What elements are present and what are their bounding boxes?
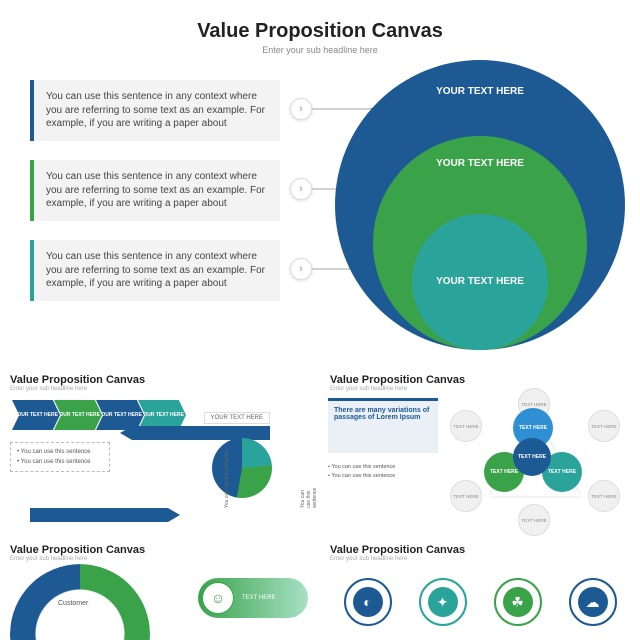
hero-slide: Value Proposition Canvas Enter your sub …	[0, 0, 640, 360]
bubble: ✦	[419, 578, 467, 626]
thumb-1-title: Value Proposition Canvas	[10, 374, 310, 386]
thumb-2-bullets: • You can use this sentence • You can us…	[328, 463, 395, 481]
pill-label: ☺ TEXT HERE	[198, 578, 308, 618]
side-text-2: You can use this sentence	[300, 488, 318, 508]
satellite: TEXT HERE	[450, 410, 482, 442]
thumb-2: Value Proposition Canvas Enter your sub …	[320, 368, 640, 538]
donut-center-label: Customer	[58, 600, 88, 607]
pie-title: YOUR TEXT HERE	[204, 412, 270, 424]
bubble-icon: ◐	[353, 587, 383, 617]
big-arrow-right	[30, 508, 180, 522]
concentric-circles: YOUR TEXT HERE YOUR TEXT HERE YOUR TEXT …	[335, 60, 625, 350]
thumb-3-sub: Enter your sub headline here	[10, 556, 310, 562]
chevron-3: YOUR TEXT HERE	[96, 400, 144, 430]
thumb-2-title: Value Proposition Canvas	[330, 374, 630, 386]
text-box-2: You can use this sentence in any context…	[30, 160, 280, 221]
text-box-1-text: You can use this sentence in any context…	[46, 91, 265, 129]
hero-subtitle: Enter your sub headline here	[0, 45, 640, 55]
blob: TEXT HERE	[513, 438, 551, 476]
side-text-1: You can use this sentence	[224, 450, 230, 508]
thumb-4-sub: Enter your sub headline here	[330, 556, 630, 562]
text-box-3: You can use this sentence in any context…	[30, 240, 280, 301]
thumb-1-bullets: • You can use this sentence • You can us…	[10, 442, 110, 472]
arrow-button-1[interactable]: ›	[290, 98, 312, 120]
thumb-2-box-title: There are many variations of passages of…	[334, 407, 432, 421]
satellite: TEXT HERE	[588, 410, 620, 442]
text-box-3-text: You can use this sentence in any context…	[46, 251, 265, 289]
thumb-3-title: Value Proposition Canvas	[10, 544, 310, 556]
bubble-icon: ☘	[503, 587, 533, 617]
thumb-4-title: Value Proposition Canvas	[330, 544, 630, 556]
thumb-2-textbox: There are many variations of passages of…	[328, 398, 438, 453]
thumb-1-sub: Enter your sub headline here	[10, 386, 310, 392]
hero-title: Value Proposition Canvas	[0, 20, 640, 43]
chevron-4: YOUR TEXT HERE	[138, 400, 186, 430]
pill-icon: ☺	[202, 582, 234, 614]
thumb-3: Value Proposition Canvas Enter your sub …	[0, 538, 320, 640]
bubble: ☘	[494, 578, 542, 626]
bubble-row: ◐ ✦ ☘ ☁	[330, 578, 630, 626]
core-diagram: TEXT HERE TEXT HERE TEXT HERE TEXT HERE …	[450, 390, 620, 530]
chevron-2: YOUR TEXT HERE	[54, 400, 102, 430]
circle-inner-label: YOUR TEXT HERE	[436, 276, 524, 288]
satellite: TEXT HERE	[588, 480, 620, 512]
bubble-icon: ☁	[578, 587, 608, 617]
pie-chart	[212, 438, 272, 498]
bubble-icon: ✦	[428, 587, 458, 617]
text-box-2-text: You can use this sentence in any context…	[46, 171, 265, 209]
circle-inner: YOUR TEXT HERE	[412, 214, 548, 350]
bubble: ☁	[569, 578, 617, 626]
arrow-button-2[interactable]: ›	[290, 178, 312, 200]
text-box-1: You can use this sentence in any context…	[30, 80, 280, 141]
chevron-1: YOUR TEXT HERE	[12, 400, 60, 430]
thumb-4: Value Proposition Canvas Enter your sub …	[320, 538, 640, 640]
thumbnail-grid: Value Proposition Canvas Enter your sub …	[0, 368, 640, 640]
arrow-button-3[interactable]: ›	[290, 258, 312, 280]
hero-body: You can use this sentence in any context…	[0, 60, 640, 360]
satellite: TEXT HERE	[518, 504, 550, 536]
bubble: ◐	[344, 578, 392, 626]
thumb-1: Value Proposition Canvas Enter your sub …	[0, 368, 320, 538]
satellite: TEXT HERE	[450, 480, 482, 512]
